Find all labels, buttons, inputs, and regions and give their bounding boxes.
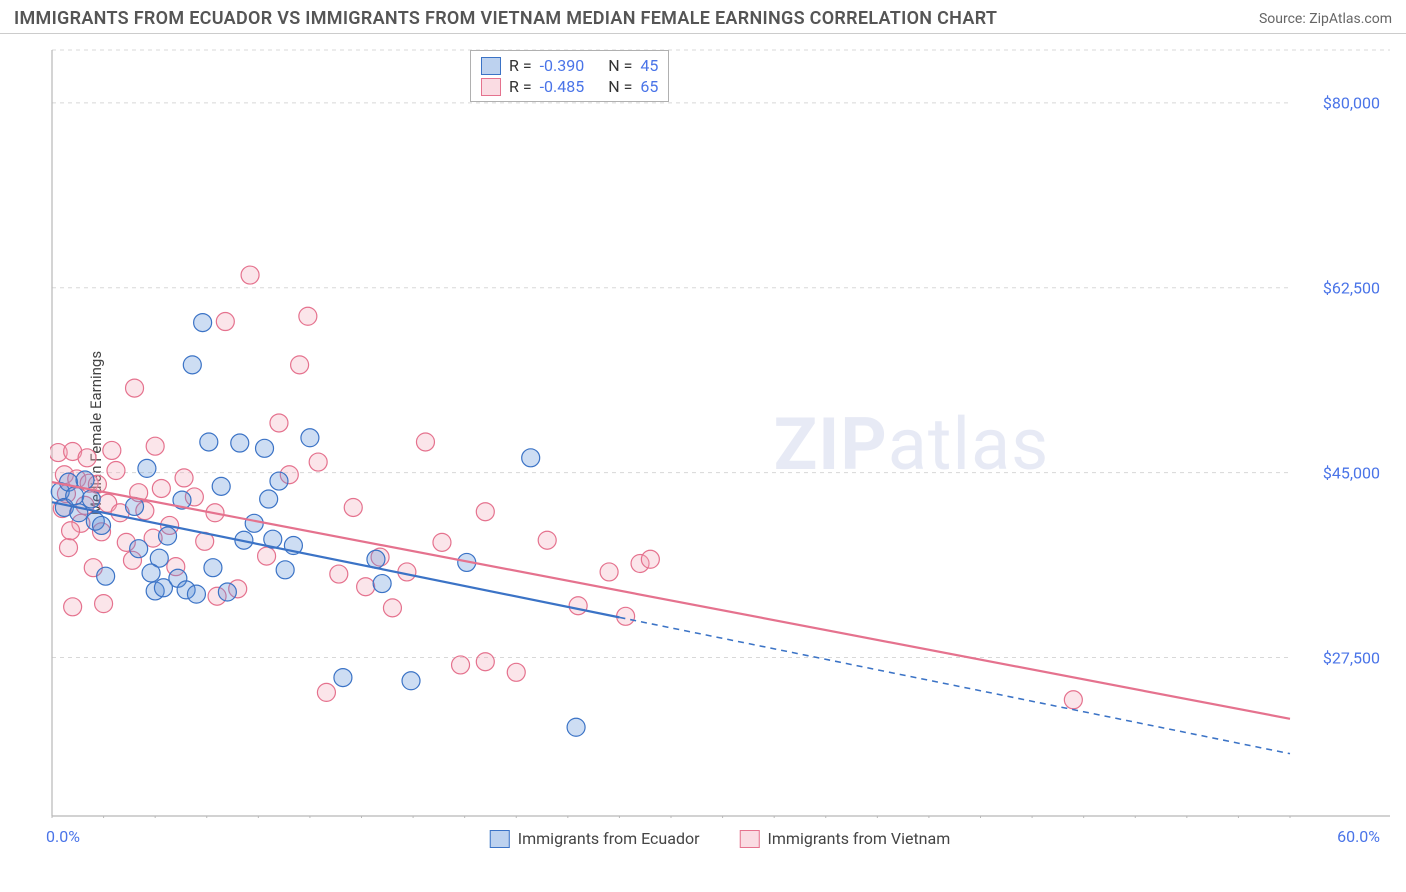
swatch-vietnam bbox=[740, 830, 760, 848]
swatch-vietnam bbox=[481, 78, 501, 96]
source-prefix: Source: bbox=[1259, 11, 1309, 27]
correlation-row-ecuador: R = -0.390 N = 45 bbox=[481, 55, 658, 76]
n-label: N = bbox=[608, 56, 632, 75]
r-label: R = bbox=[509, 77, 532, 96]
x-tick-label: 0.0% bbox=[46, 827, 80, 846]
source-attribution: Source: ZipAtlas.com bbox=[1259, 11, 1392, 27]
series-legend: Immigrants from Ecuador Immigrants from … bbox=[490, 829, 950, 848]
swatch-ecuador bbox=[481, 57, 501, 75]
legend-label-vietnam: Immigrants from Vietnam bbox=[768, 829, 951, 848]
scatter-plot bbox=[50, 48, 1390, 818]
correlation-row-vietnam: R = -0.485 N = 65 bbox=[481, 76, 658, 97]
chart-title: IMMIGRANTS FROM ECUADOR VS IMMIGRANTS FR… bbox=[14, 8, 997, 29]
y-tick-label: $80,000 bbox=[1323, 93, 1380, 112]
r-value-ecuador: -0.390 bbox=[540, 56, 585, 75]
y-tick-label: $62,500 bbox=[1323, 278, 1380, 297]
chart-container: Median Female Earnings ZIPatlas R = -0.3… bbox=[50, 48, 1390, 818]
swatch-ecuador bbox=[490, 830, 510, 848]
legend-label-ecuador: Immigrants from Ecuador bbox=[518, 829, 700, 848]
r-value-vietnam: -0.485 bbox=[540, 77, 585, 96]
correlation-legend: R = -0.390 N = 45 R = -0.485 N = 65 bbox=[470, 50, 669, 102]
x-tick-label: 60.0% bbox=[1337, 827, 1380, 846]
y-tick-label: $45,000 bbox=[1323, 463, 1380, 482]
legend-item-vietnam: Immigrants from Vietnam bbox=[740, 829, 951, 848]
y-tick-label: $27,500 bbox=[1323, 648, 1380, 667]
legend-item-ecuador: Immigrants from Ecuador bbox=[490, 829, 700, 848]
r-label: R = bbox=[509, 56, 532, 75]
n-value-vietnam: 65 bbox=[640, 77, 658, 96]
chart-header: IMMIGRANTS FROM ECUADOR VS IMMIGRANTS FR… bbox=[0, 0, 1406, 34]
source-name: ZipAtlas.com bbox=[1309, 11, 1392, 27]
n-value-ecuador: 45 bbox=[640, 56, 658, 75]
n-label: N = bbox=[608, 77, 632, 96]
